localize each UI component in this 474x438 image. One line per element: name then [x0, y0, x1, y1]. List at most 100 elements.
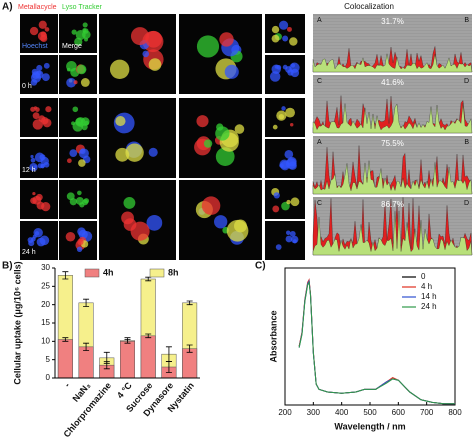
- cell-blob: [44, 27, 50, 32]
- panel-label: C): [255, 261, 266, 272]
- profile-end: D: [464, 200, 469, 207]
- bar: [78, 346, 94, 379]
- y-tick-label: 0: [46, 373, 51, 382]
- cell-blob: [76, 246, 83, 252]
- cell-blob: [28, 240, 35, 247]
- cell-blob: [196, 115, 209, 128]
- cell-blob: [40, 164, 45, 169]
- cell-blob: [41, 73, 50, 82]
- cell-blob: [289, 122, 294, 127]
- error-bar: [83, 298, 90, 307]
- y-tick-label: 30: [41, 263, 50, 272]
- legend-label: 8h: [168, 267, 179, 277]
- cell-blob: [77, 238, 84, 246]
- cell-blob: [41, 116, 49, 125]
- cell-blob: [142, 50, 150, 58]
- cell-blob: [214, 215, 228, 229]
- bar: [120, 341, 135, 379]
- cell-blob: [35, 70, 44, 79]
- error-bar: [103, 361, 110, 370]
- cell-blob: [292, 239, 297, 244]
- cell-blob: [272, 124, 278, 130]
- x-axis-label: Wavelength / nm: [334, 421, 405, 431]
- profile-end: B: [464, 17, 469, 24]
- stain-label: Lyso Tracker: [62, 4, 102, 11]
- cell-blob: [203, 139, 213, 148]
- cell-blob: [66, 192, 75, 201]
- cell-blob: [282, 35, 289, 42]
- cell-blob: [289, 230, 296, 237]
- bar: [140, 335, 156, 379]
- cell-blob: [275, 244, 282, 250]
- profile-start: A: [317, 17, 322, 24]
- cell-blob: [271, 34, 280, 43]
- legend-label: 14 h: [421, 292, 437, 301]
- profile-trace: [312, 53, 473, 73]
- cell-blob: [45, 106, 52, 113]
- cell-blob: [284, 149, 294, 159]
- profile-start: C: [317, 200, 322, 207]
- x-tick-label: 500: [363, 408, 377, 417]
- profile-start: C: [317, 78, 322, 85]
- cell-blob: [224, 64, 239, 79]
- cell-blob: [41, 202, 51, 212]
- colocalization-value: 75.5%: [381, 139, 404, 148]
- time-label: 0 h: [22, 83, 32, 90]
- error-bar: [62, 271, 69, 280]
- cell-blob: [269, 71, 281, 82]
- cell-blob: [78, 148, 89, 159]
- profile-trace: [312, 210, 473, 256]
- error-bar: [83, 342, 90, 351]
- cell-blob: [66, 77, 76, 88]
- cell-blob: [226, 219, 249, 242]
- cell-blob: [39, 235, 50, 246]
- cell-blob: [72, 121, 83, 132]
- cell-blob: [282, 64, 288, 70]
- cell-blob: [125, 143, 144, 162]
- cell-blob: [71, 29, 77, 35]
- error-bar: [186, 344, 193, 353]
- legend-label: 4h: [103, 267, 114, 277]
- error-bar: [165, 361, 172, 373]
- panel-label: B): [2, 261, 13, 272]
- cell-blob: [77, 190, 82, 196]
- cell-blob: [66, 158, 72, 164]
- cell-blob: [37, 31, 48, 41]
- bar: [57, 339, 73, 379]
- cell-blob: [285, 235, 293, 243]
- cell-blob: [30, 79, 38, 86]
- colocalization-value: 86.7%: [381, 200, 404, 209]
- cell-blob: [38, 20, 47, 29]
- cell-blob: [285, 107, 295, 118]
- micrograph: [59, 139, 97, 178]
- cell-blob: [32, 119, 43, 130]
- profile-trace: [312, 103, 473, 134]
- cell-blob: [123, 218, 137, 231]
- x-tick-label: 600: [392, 408, 406, 417]
- cell-blob: [219, 32, 234, 47]
- time-label: 12 h: [22, 167, 36, 174]
- y-tick-label: 10: [41, 336, 50, 345]
- micrograph: [99, 14, 176, 94]
- cell-blob: [66, 67, 71, 72]
- legend-swatch: [84, 268, 100, 278]
- stain-label: Merge: [62, 43, 82, 50]
- cell-blob: [82, 199, 89, 206]
- cell-blob: [39, 154, 46, 161]
- legend-label: 0: [421, 272, 426, 281]
- cell-blob: [65, 231, 76, 242]
- legend-label: 4 h: [421, 282, 432, 291]
- cell-blob: [271, 64, 281, 74]
- cell-blob: [215, 147, 235, 166]
- cell-blob: [73, 80, 78, 85]
- y-axis-label: Cellular uptake (μg/10⁶ cells): [12, 261, 22, 384]
- cell-blob: [82, 22, 88, 28]
- x-tick-label: 400: [335, 408, 349, 417]
- spectrum-line: [298, 280, 455, 405]
- cell-blob: [278, 113, 285, 120]
- y-tick-label: 20: [41, 300, 50, 309]
- micrograph: [265, 139, 305, 178]
- cell-blob: [286, 199, 291, 205]
- cell-blob: [84, 120, 89, 126]
